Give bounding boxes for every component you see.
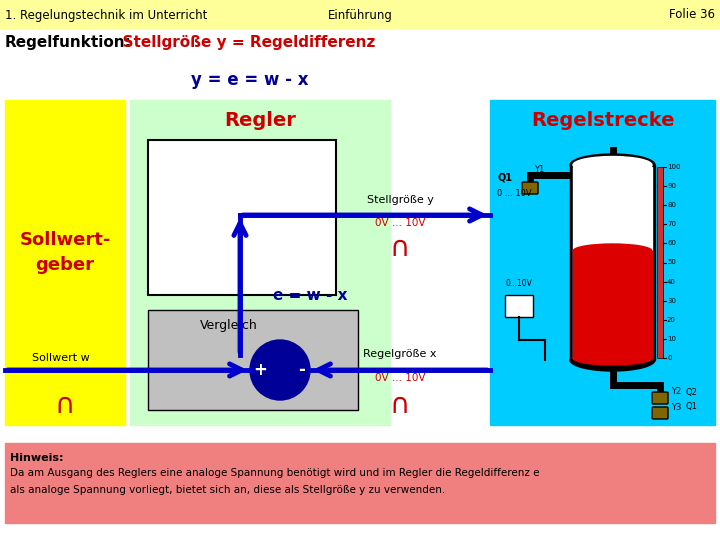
Bar [657, 167, 663, 358]
Bar [570, 165, 655, 360]
Text: Stellgröße y = Regeldifferenz: Stellgröße y = Regeldifferenz [112, 36, 375, 51]
Text: 80: 80 [667, 202, 676, 208]
Text: -: - [299, 361, 305, 379]
Ellipse shape [573, 351, 652, 365]
Text: Y3: Y3 [671, 402, 681, 411]
Text: Q1: Q1 [685, 402, 697, 411]
Text: 0V ... 10V: 0V ... 10V [374, 373, 426, 383]
Ellipse shape [573, 244, 652, 258]
Text: Einführung: Einführung [328, 9, 392, 22]
Text: y = e = w - x: y = e = w - x [192, 71, 309, 89]
Ellipse shape [570, 349, 655, 371]
Text: +: + [253, 361, 267, 379]
Bar [505, 295, 533, 317]
Text: e = w - x: e = w - x [273, 287, 347, 302]
Text: Regelstrecke: Regelstrecke [531, 111, 675, 130]
FancyBboxPatch shape [652, 407, 668, 419]
Bar [573, 167, 652, 358]
FancyBboxPatch shape [522, 182, 538, 194]
Text: Hinweis:: Hinweis: [10, 453, 63, 463]
Text: 60: 60 [667, 240, 676, 246]
Ellipse shape [573, 157, 652, 173]
Bar [148, 140, 336, 295]
Text: 1. Regelungstechnik im Unterricht: 1. Regelungstechnik im Unterricht [5, 9, 207, 22]
Text: geber: geber [35, 256, 94, 274]
Text: Q1: Q1 [497, 173, 512, 183]
Text: 0...10V: 0...10V [505, 279, 532, 287]
Bar [5, 100, 125, 425]
Ellipse shape [570, 154, 655, 176]
Text: 30: 30 [667, 298, 676, 303]
Text: 10: 10 [667, 336, 676, 342]
Text: Sollwert-: Sollwert- [19, 231, 111, 249]
Text: Stellgröße y: Stellgröße y [366, 195, 433, 205]
Text: 0: 0 [667, 355, 672, 361]
Text: 20: 20 [667, 317, 676, 323]
Text: als analoge Spannung vorliegt, bietet sich an, diese als Stellgröße y zu verwend: als analoge Spannung vorliegt, bietet si… [10, 485, 445, 495]
Text: Da am Ausgang des Reglers eine analoge Spannung benötigt wird und im Regler die : Da am Ausgang des Reglers eine analoge S… [10, 468, 539, 478]
Text: Regler: Regler [224, 111, 296, 130]
Circle shape [250, 340, 310, 400]
Bar [573, 251, 652, 358]
Text: Y1: Y1 [534, 165, 544, 174]
Text: 40: 40 [667, 279, 676, 285]
Text: 90: 90 [667, 183, 676, 189]
Text: 70: 70 [667, 221, 676, 227]
Text: 0 ... 10V: 0 ... 10V [497, 188, 531, 198]
Bar [490, 100, 715, 425]
Text: Sollwert w: Sollwert w [32, 353, 90, 363]
Text: ∩: ∩ [55, 391, 75, 419]
Bar [148, 310, 358, 410]
Text: 100: 100 [667, 164, 680, 170]
Bar [0, 0, 720, 30]
Text: Regelgröße x: Regelgröße x [364, 349, 437, 359]
Text: Folie 36: Folie 36 [669, 9, 715, 22]
Text: Q2: Q2 [685, 388, 697, 396]
Bar [130, 100, 390, 425]
Text: ∩: ∩ [390, 391, 410, 419]
Bar [5, 443, 715, 523]
Text: 0V ... 10V: 0V ... 10V [374, 218, 426, 228]
FancyBboxPatch shape [652, 392, 668, 404]
Text: Vergleich: Vergleich [200, 319, 258, 332]
Text: ∩: ∩ [390, 234, 410, 262]
Text: Y2: Y2 [671, 388, 681, 396]
Text: Regelfunktion:: Regelfunktion: [5, 36, 132, 51]
Text: 50: 50 [667, 260, 676, 266]
